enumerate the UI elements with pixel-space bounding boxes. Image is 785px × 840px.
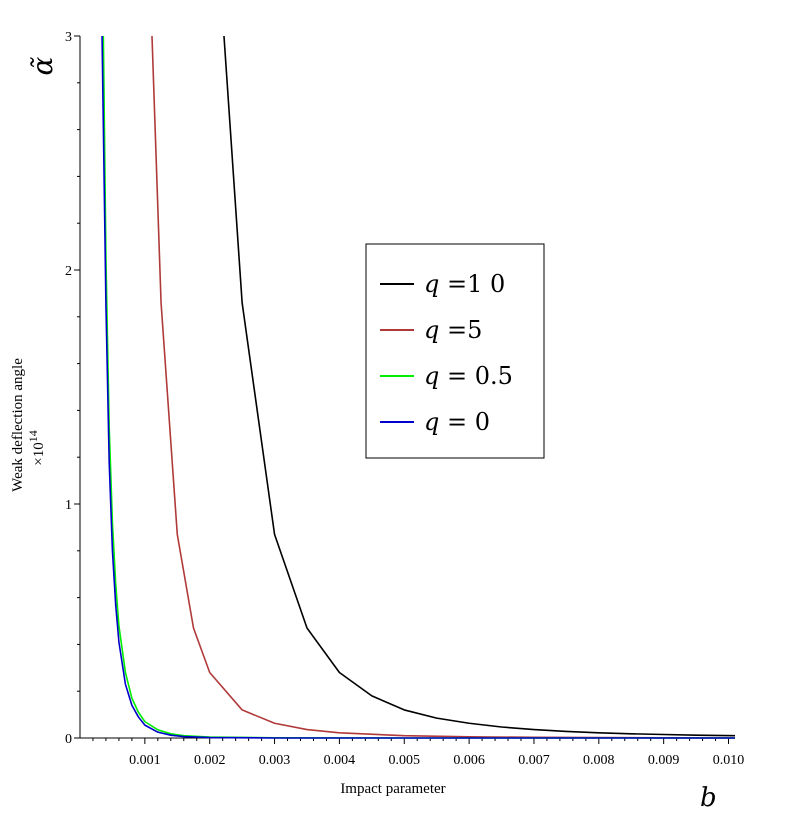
legend-label: q =5 [424, 316, 482, 344]
series-line-q-0 [101, 35, 735, 739]
y-tick-label: 2 [65, 264, 72, 279]
x-axis-symbol: b [700, 783, 717, 813]
y-ticks: 0 1 2 3 [65, 30, 80, 747]
x-tick-label: 0.008 [583, 753, 615, 768]
x-tick-label: 0.003 [259, 753, 291, 768]
legend-label: q = 0 [424, 408, 490, 436]
legend-label: q =1 0 [424, 270, 505, 298]
x-ticks: 0.001 0.002 0.003 0.004 0.005 0.006 0.007 0.008… [92, 738, 745, 768]
x-tick-label: 0.009 [648, 753, 680, 768]
series-group [101, 35, 736, 739]
legend-label: q = 0.5 [424, 362, 513, 390]
x-tick-label: 0.001 [129, 753, 161, 768]
y-axis-label: Weak deflection angle [10, 358, 26, 492]
x-tick-label: 0.010 [713, 753, 745, 768]
series-line-q-1-0 [223, 35, 736, 737]
x-tick-label: 0.005 [389, 753, 421, 768]
y-tick-label: 0 [65, 732, 72, 747]
x-tick-label: 0.002 [194, 753, 226, 768]
x-tick-label: 0.004 [324, 753, 356, 768]
y-tick-label: 1 [65, 498, 72, 513]
legend-items: q =1 0 q =5 q = 0.5 q = 0 [380, 270, 513, 436]
y-tick-label: 3 [65, 30, 72, 45]
x-tick-label: 0.006 [453, 753, 485, 768]
y-axis-multiplier: ×1014 [26, 430, 47, 465]
x-axis-label: Impact parameter [340, 781, 445, 797]
x-tick-label: 0.007 [518, 753, 550, 768]
y-axis-symbol: α̃ [26, 56, 59, 75]
legend: q =1 0 q =5 q = 0.5 q = 0 [365, 243, 545, 459]
